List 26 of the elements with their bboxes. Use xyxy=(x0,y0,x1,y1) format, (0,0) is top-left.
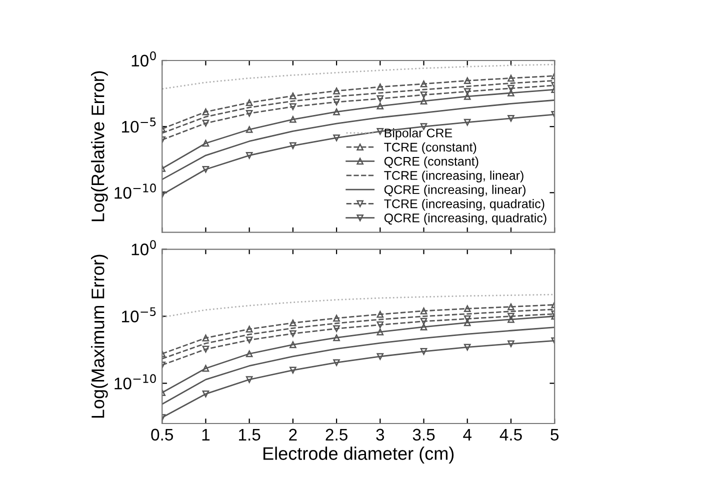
x-tick-label: 2 xyxy=(289,428,297,440)
x-tick-label: 3.5 xyxy=(412,428,435,441)
legend-label: TCRE (increasing, quadratic) xyxy=(384,199,544,211)
y-tick-label: 10$^{−10}$ xyxy=(114,184,156,199)
y-axis-title: Log(Maximum Error) xyxy=(91,254,108,418)
x-tick-label: 5 xyxy=(550,428,559,441)
x-tick-label: 4.5 xyxy=(500,428,522,441)
y-tick-label: 10$^{0}$ xyxy=(132,240,156,256)
x-tick-label: 0.5 xyxy=(151,428,173,441)
x-axis-title: Electrode diameter (cm) xyxy=(264,446,454,464)
x-tick-label: 4 xyxy=(463,428,472,440)
x-tick-label: 1 xyxy=(202,428,210,440)
legend-label: QCRE (increasing, quadratic) xyxy=(384,213,546,225)
legend-label: TCRE (increasing, linear) xyxy=(384,170,524,182)
y-tick-label: 10$^{−5}$ xyxy=(122,118,156,133)
y-tick-label: 10$^{−10}$ xyxy=(114,374,156,390)
y-axis-title: Log(Relative Error) xyxy=(91,71,108,222)
legend-label: QCRE (increasing, linear) xyxy=(384,184,526,197)
legend-label: QCRE (constant) xyxy=(384,156,478,168)
x-tick-label: 3 xyxy=(376,428,384,441)
y-tick-label: 10$^{−5}$ xyxy=(122,307,156,322)
legend-label: TCRE (constant) xyxy=(384,142,476,154)
legend-label: Bipolar CRE xyxy=(384,128,452,140)
x-tick-label: 1.5 xyxy=(239,428,260,441)
x-tick-label: 2.5 xyxy=(326,428,348,441)
y-tick-label: 10$^{0}$ xyxy=(132,51,156,67)
